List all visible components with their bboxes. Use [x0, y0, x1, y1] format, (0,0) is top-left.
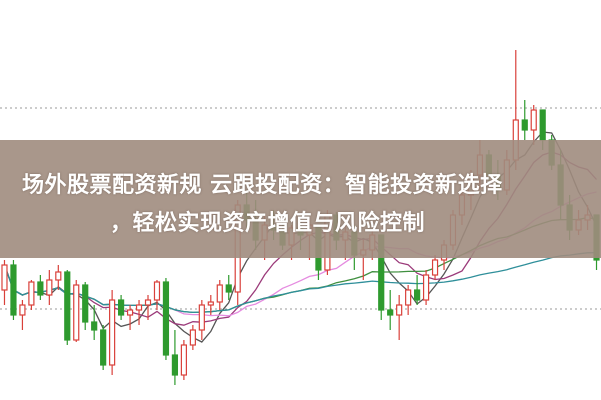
- candle-down: [37, 281, 44, 296]
- candle-down: [162, 281, 170, 356]
- candle-down: [387, 309, 394, 316]
- candle-up: [135, 304, 143, 311]
- candle-up: [109, 299, 116, 366]
- candle-up: [144, 299, 152, 306]
- candle-down: [171, 354, 179, 376]
- candle-down: [10, 264, 17, 316]
- candle-up: [405, 289, 412, 306]
- headline-line-2: ，轻松实现资产增值与风险控制: [110, 211, 426, 236]
- candle-up: [28, 281, 35, 306]
- candle-up: [198, 304, 205, 331]
- candle-up: [153, 281, 161, 301]
- candle-up: [46, 279, 53, 296]
- candle-up: [530, 109, 537, 131]
- candle-down: [117, 299, 125, 316]
- candle-up: [180, 344, 187, 376]
- candle-up: [73, 284, 80, 341]
- headline-banner: 场外股票配资新规 云跟投配资：智能投资新选择 ，轻松实现资产增值与风险控制: [0, 140, 601, 258]
- candle-up: [189, 329, 196, 346]
- ma60-line: [3, 251, 597, 314]
- candle-down: [225, 284, 232, 293]
- candle-up: [216, 284, 223, 303]
- candle-down: [91, 321, 98, 331]
- headline-line-1: 场外股票配资新规 云跟投配资：智能投资新选择: [22, 173, 503, 198]
- candle-down: [539, 109, 546, 141]
- candle-up: [207, 301, 214, 306]
- candle-up: [126, 309, 134, 316]
- candle-up: [431, 259, 439, 276]
- candle-down: [100, 329, 107, 366]
- candle-up: [396, 304, 403, 316]
- candle-down: [521, 119, 528, 131]
- candle-down: [82, 284, 89, 323]
- candle-down: [414, 289, 421, 301]
- candle-up: [422, 274, 430, 301]
- candle-down: [64, 271, 71, 341]
- candle-up: [19, 304, 26, 316]
- candle-up: [1, 264, 8, 291]
- candle-up: [55, 271, 62, 281]
